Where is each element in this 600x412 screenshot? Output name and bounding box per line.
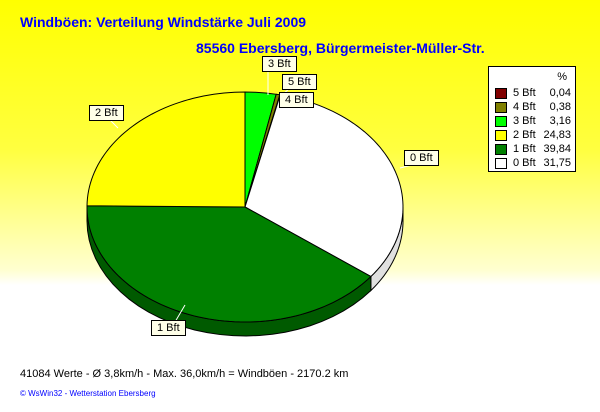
legend-item: 0 Bft 31,75 <box>495 157 573 169</box>
legend-swatch <box>495 158 507 169</box>
legend-label: 3 Bft <box>513 115 536 127</box>
leader-line <box>174 304 186 323</box>
chart-subtitle: 85560 Ebersberg, Bürgermeister-Müller-St… <box>196 40 485 56</box>
slice-1bft <box>86 205 372 323</box>
legend-label: 0 Bft <box>513 157 536 169</box>
slice-label-2bft: 2 Bft <box>89 105 124 121</box>
legend-value: 0,38 <box>549 101 571 113</box>
legend-label: 2 Bft <box>513 129 536 141</box>
legend-swatch <box>495 144 507 155</box>
chart-title: Windböen: Verteilung Windstärke Juli 200… <box>20 14 307 30</box>
slice-label-1bft: 1 Bft <box>151 320 186 336</box>
legend-header: % <box>557 71 567 83</box>
slice-label-4bft: 4 Bft <box>279 92 314 108</box>
legend-value: 24,83 <box>543 129 571 141</box>
legend-value: 3,16 <box>549 115 571 127</box>
legend-value: 0,04 <box>549 87 571 99</box>
legend-value: 31,75 <box>543 157 571 169</box>
legend-label: 5 Bft <box>513 87 536 99</box>
legend-label: 4 Bft <box>513 101 536 113</box>
legend-value: 39,84 <box>543 143 571 155</box>
credit-line: © WsWin32 - Wetterstation Ebersberg <box>20 389 156 398</box>
legend-swatch <box>495 102 507 113</box>
legend-item: 1 Bft 39,84 <box>495 143 573 155</box>
slice-2bft <box>86 91 246 208</box>
slice-label-5bft: 5 Bft <box>282 74 317 90</box>
slice-label-0bft: 0 Bft <box>404 150 439 166</box>
legend-swatch <box>495 88 507 99</box>
legend-swatch <box>495 130 507 141</box>
stats-line: 41084 Werte - Ø 3,8km/h - Max. 36,0km/h … <box>20 368 349 380</box>
slice-0bft <box>244 94 404 278</box>
leader-line <box>109 119 119 129</box>
legend: % 5 Bft 0,04 4 Bft 0,38 3 Bft 3,16 2 Bft 24,83 1… <box>488 66 576 172</box>
legend-item: 4 Bft 0,38 <box>495 101 573 113</box>
legend-item: 2 Bft 24,83 <box>495 129 573 141</box>
legend-swatch <box>495 116 507 127</box>
legend-item: 3 Bft 3,16 <box>495 115 573 127</box>
legend-label: 1 Bft <box>513 143 536 155</box>
slice-label-3bft: 3 Bft <box>262 56 297 72</box>
legend-item: 5 Bft 0,04 <box>495 87 573 99</box>
